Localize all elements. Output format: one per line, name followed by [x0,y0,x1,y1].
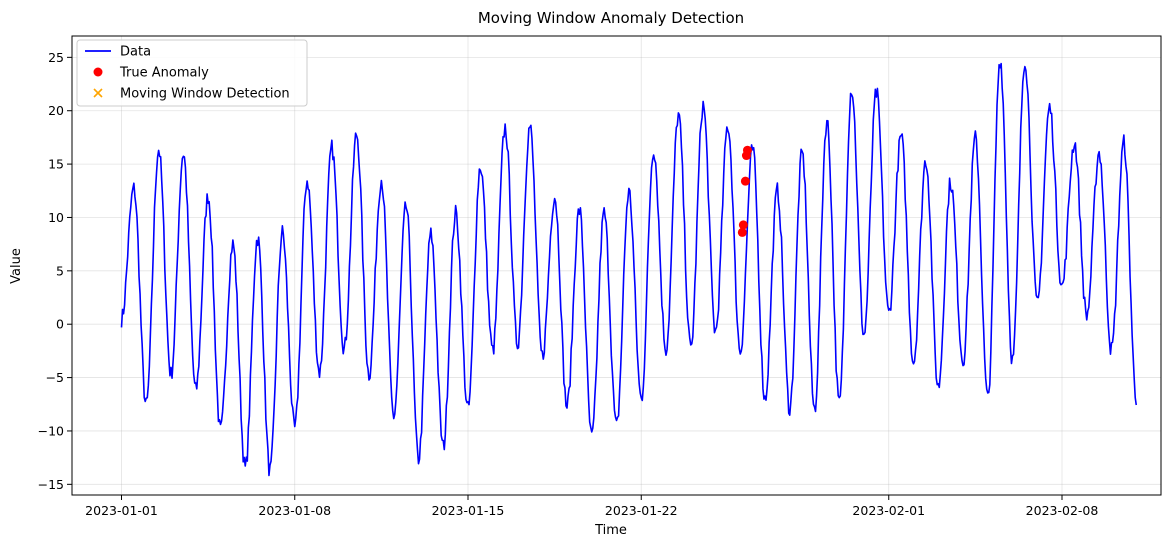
y-tick-label: −5 [46,370,64,385]
x-tick-label: 2023-02-01 [852,503,925,518]
legend-label: True Anomaly [119,66,209,81]
legend-box [76,39,308,107]
y-tick-label: −10 [38,423,64,438]
plot-frame [71,35,1162,496]
true-anomaly-point [738,220,748,230]
legend-label: Data [120,45,151,60]
legend-x-swatch [93,88,103,98]
series-layer [120,62,1138,477]
x-tick-label: 2023-01-01 [85,503,158,518]
legend-circle-swatch [93,67,103,77]
x-axis-title: Time [594,523,627,538]
chart-title: Moving Window Anomaly Detection [478,9,744,27]
x-tick-label: 2023-01-22 [605,503,678,518]
y-tick-label: 5 [56,263,64,278]
x-tick-label: 2023-02-08 [1026,503,1099,518]
y-tick-label: 0 [56,317,64,332]
y-tick-label: −15 [38,477,64,492]
x-tick-label: 2023-01-08 [258,503,331,518]
grid-layer [72,36,1161,495]
y-tick-label: 10 [48,210,64,225]
y-axis: −15 −10 −5 0 5 10 15 20 25 [38,50,72,492]
y-axis-title: Value [9,248,24,284]
true-anomaly-point [740,176,750,186]
y-tick-label: 25 [48,50,64,65]
x-tick-label: 2023-01-15 [432,503,505,518]
true-anomaly-point [742,145,752,155]
legend: Data True Anomaly Moving Window Detection [76,39,308,107]
legend-label: Moving Window Detection [120,87,290,102]
true-anomaly-point [737,227,747,237]
data-series-line [120,62,1138,477]
y-tick-label: 15 [48,157,64,172]
y-tick-label: 20 [48,103,64,118]
x-axis: 2023-01-01 2023-01-08 2023-01-15 2023-01-22… [85,495,1098,518]
